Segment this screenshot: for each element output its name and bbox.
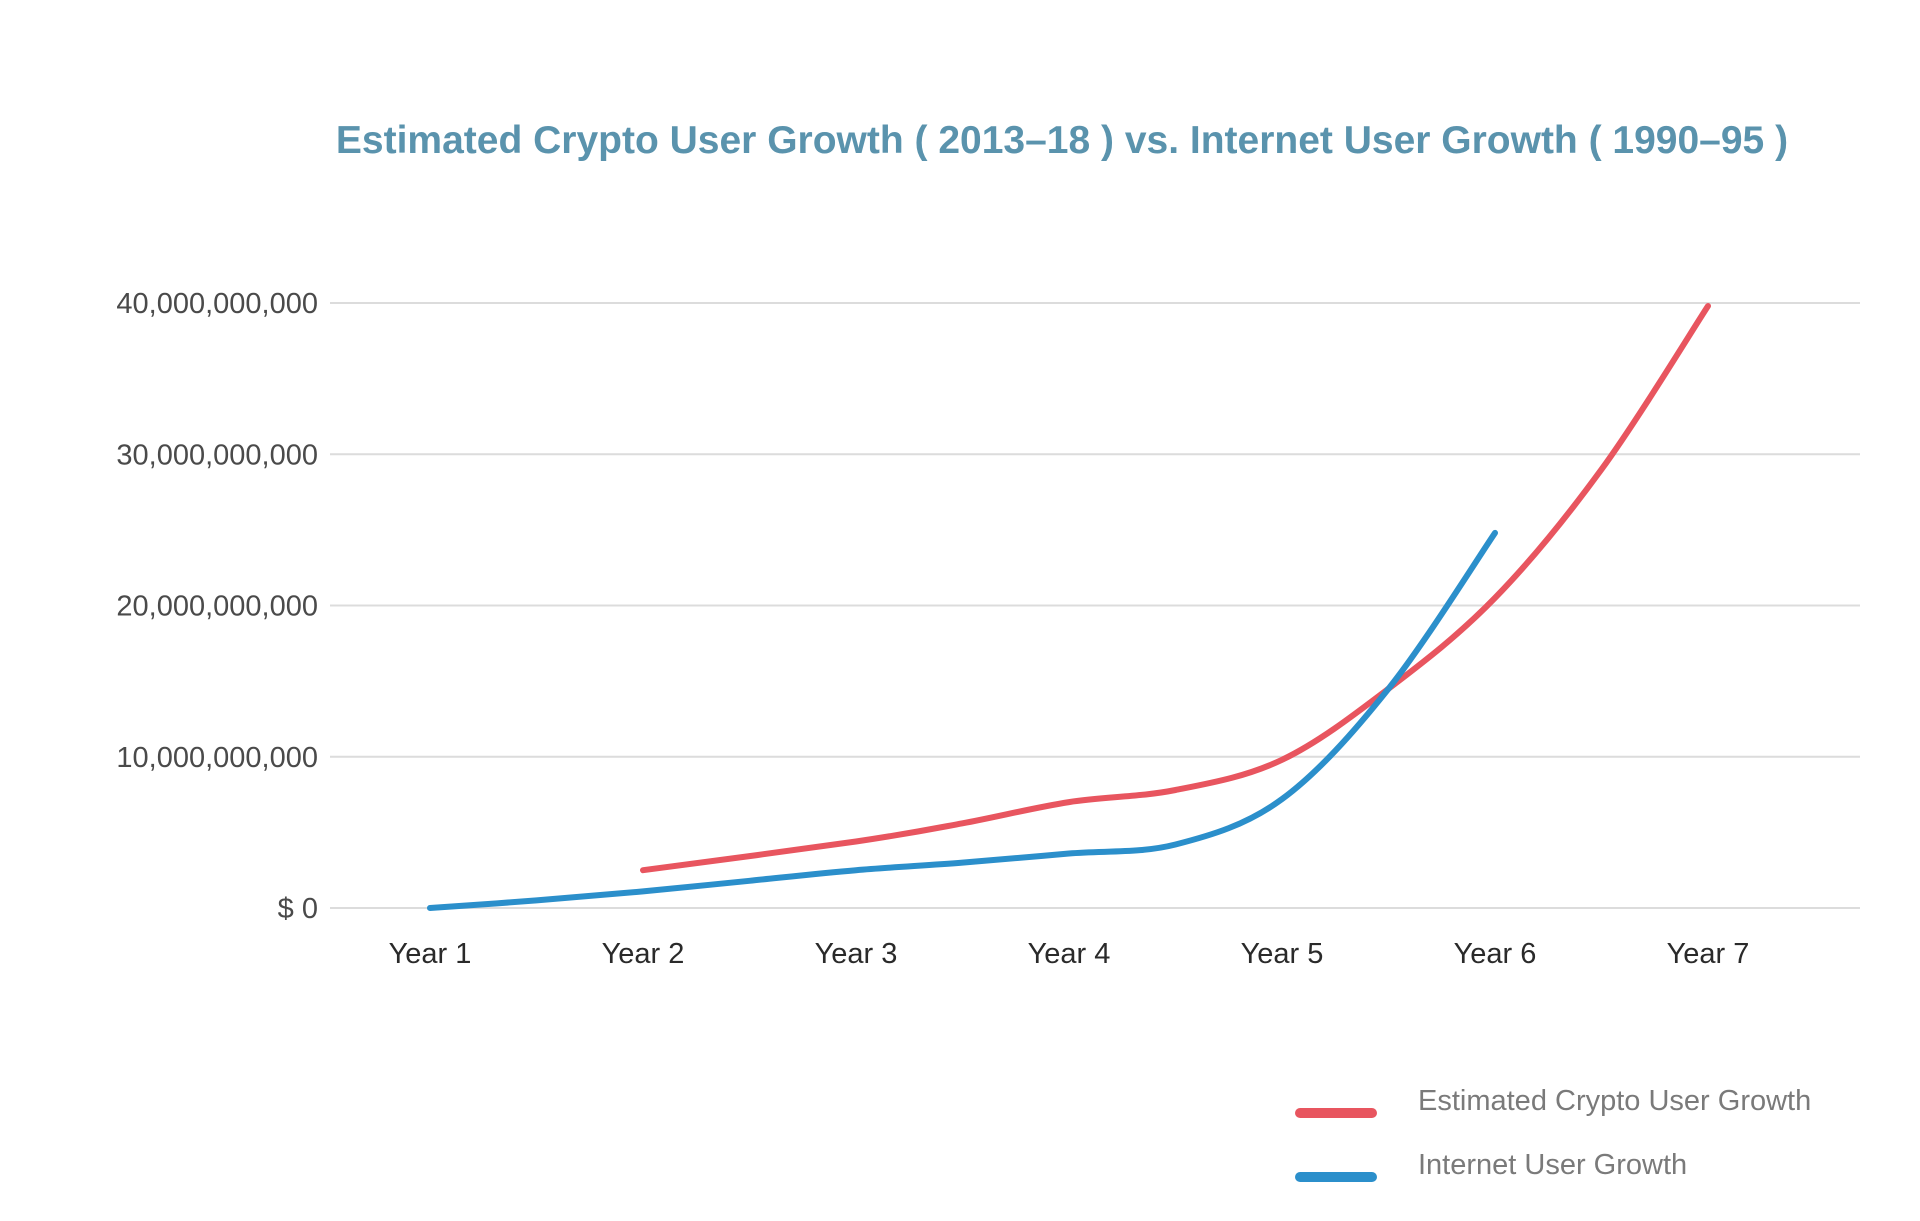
legend-label: Internet User Growth [1418, 1149, 1687, 1181]
series-line-crypto [640, 303, 1711, 874]
x-tick-label: Year 3 [815, 938, 898, 970]
y-axis-tick-labels: $ 0 10,000,000,000 20,000,000,000 30,000,00… [116, 288, 318, 925]
gridlines [330, 302, 1860, 909]
x-axis-tick-labels: Year 1 Year 2 Year 3 Year 4 Year 5 Year 6 Year… [389, 938, 1750, 970]
legend: Estimated Crypto User Growth Internet Use… [1295, 1085, 1811, 1182]
x-tick-label: Year 6 [1454, 938, 1537, 970]
series-line-internet [427, 529, 1498, 911]
y-tick-label: 30,000,000,000 [116, 439, 318, 471]
x-tick-label: Year 2 [602, 938, 685, 970]
y-tick-label: 10,000,000,000 [116, 742, 318, 774]
y-tick-label: 40,000,000,000 [116, 288, 318, 320]
x-tick-label: Year 4 [1028, 938, 1111, 970]
x-tick-label: Year 7 [1667, 938, 1750, 970]
chart-title: Estimated Crypto User Growth ( 2013–18 )… [336, 119, 1788, 162]
y-tick-label: $ 0 [278, 893, 318, 925]
series-lines [427, 303, 1711, 911]
x-tick-label: Year 5 [1241, 938, 1324, 970]
y-tick-label: 20,000,000,000 [116, 591, 318, 623]
legend-label: Estimated Crypto User Growth [1418, 1085, 1811, 1117]
x-tick-label: Year 1 [389, 938, 472, 970]
